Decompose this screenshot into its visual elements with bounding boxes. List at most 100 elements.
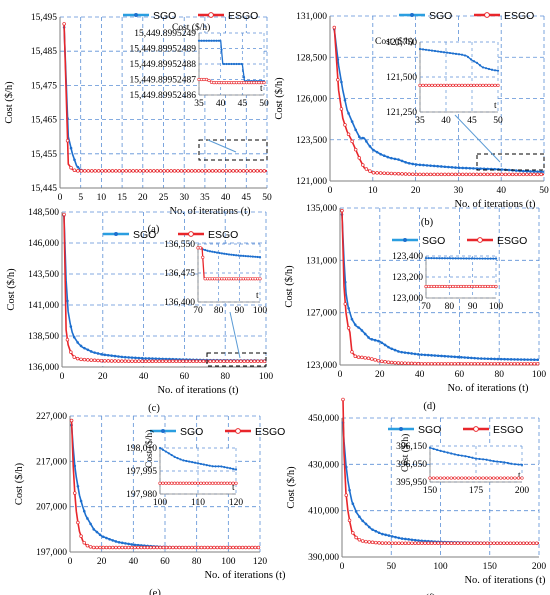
data-point-esgo [446,172,451,177]
data-point-esgo [413,361,417,366]
data-point-sgo [381,532,384,536]
data-point-esgo [450,172,454,177]
inset-point-esgo [456,476,460,480]
data-point-esgo [446,541,450,545]
inset-point-sgo [202,463,205,466]
inset-point-esgo [209,80,214,84]
x-axis-title: No. of iterations (t) [454,199,536,210]
inset-point-sgo [227,62,231,66]
inset-x-tick-label: 50 [493,116,503,126]
data-point-esgo [433,541,437,545]
data-point-sgo [422,163,425,167]
data-point-esgo [532,361,537,366]
data-point-sgo [397,536,401,540]
data-point-sgo [144,357,147,360]
x-tick-label: 50 [539,186,549,196]
inset-x-tick-label: 100 [253,306,268,316]
data-point-sgo [472,167,475,170]
data-point-esgo [114,545,118,550]
inset-point-esgo [216,481,221,485]
inset-point-sgo [454,52,458,55]
x-tick-label: 25 [159,193,169,203]
inset-point-esgo [442,83,446,87]
inset-point-esgo [170,481,174,485]
data-point-esgo [171,545,175,550]
inset-y-tick-label: 15,449.8995249 [134,29,196,39]
data-point-esgo [123,545,128,550]
series-line-sgo [341,214,540,361]
data-point-sgo [72,335,76,339]
data-point-esgo [133,359,138,363]
data-point-sgo [420,539,424,543]
data-point-sgo [506,357,510,361]
inset-y-tick-label: 396,150 [396,442,427,452]
inset-point-sgo [489,459,492,462]
inset-point-esgo [478,284,482,289]
data-point-sgo [403,351,407,354]
data-point-esgo [413,541,417,545]
inset-point-sgo [164,450,167,453]
inset-point-sgo [520,463,524,466]
inset-point-sgo [242,76,246,79]
data-point-sgo [417,539,420,542]
data-point-esgo [512,361,517,366]
data-point-sgo [164,357,168,361]
legend-label-sgo: SGO [429,10,452,22]
data-point-sgo [390,535,394,538]
data-point-sgo [513,358,516,361]
data-point-esgo [193,545,197,550]
data-point-esgo [252,169,256,173]
data-point-esgo [212,545,216,550]
legend-marker-sgo [161,429,165,433]
x-tick-label: 120 [253,557,268,567]
data-point-sgo [82,509,86,513]
inset-point-esgo [437,284,442,289]
inset-point-sgo [432,447,435,450]
y-tick-label: 148,500 [28,208,59,218]
inset-point-esgo [421,83,425,87]
data-point-esgo [446,361,450,366]
data-point-esgo [152,169,156,173]
data-point-esgo [225,359,229,364]
y-tick-label: 390,000 [308,553,339,563]
data-point-esgo [225,545,229,550]
inset-point-sgo [210,39,213,42]
inset-point-esgo [467,284,471,289]
inset-y-tick-label: 136,400 [164,298,195,308]
data-point-sgo [532,170,536,173]
y-axis-title: Cost ($/h) [274,77,285,120]
inset-point-sgo [206,249,209,252]
inset-point-esgo [463,83,467,87]
inset-x-tick-label: 50 [259,99,269,109]
data-point-sgo [473,356,476,360]
inset-point-sgo [205,464,208,467]
inset-point-sgo [217,39,221,42]
data-point-esgo [443,541,447,545]
data-point-sgo [136,543,140,547]
legend-label-esgo: ESGO [504,10,534,22]
data-point-sgo [89,522,92,526]
data-point-esgo [469,361,474,366]
data-point-sgo [400,159,404,163]
data-point-esgo [186,169,191,173]
data-point-esgo [393,171,397,176]
data-point-sgo [522,169,525,173]
data-point-esgo [253,545,258,550]
data-point-sgo [79,499,83,503]
data-point-sgo [397,350,400,353]
data-point-sgo [364,522,368,526]
data-point-sgo [529,358,533,361]
data-point-esgo [106,359,110,363]
data-point-esgo [354,535,358,540]
data-point-sgo [443,165,447,169]
data-point-sgo [387,345,390,349]
data-point-sgo [108,538,111,541]
inset-point-esgo [231,481,235,485]
inset-point-sgo [439,449,442,452]
data-point-esgo [350,139,354,144]
x-tick-label: 40 [415,370,425,380]
data-point-esgo [120,359,124,363]
data-point-esgo [221,545,226,550]
data-point-esgo [375,171,379,175]
x-tick-label: 80 [192,557,202,567]
